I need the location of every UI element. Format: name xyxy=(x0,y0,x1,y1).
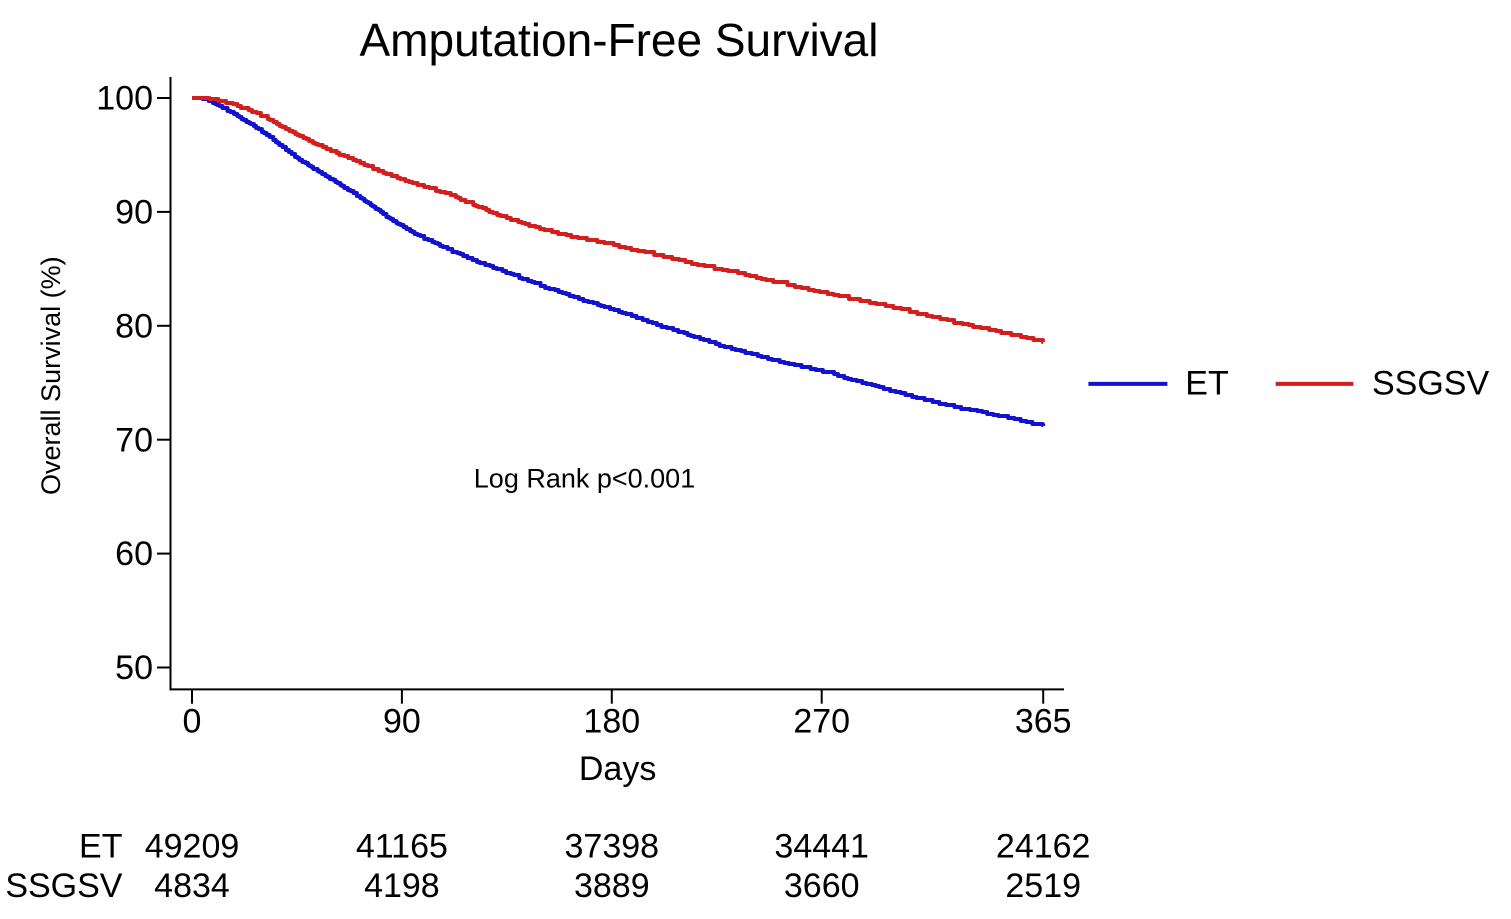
svg-text:4198: 4198 xyxy=(364,867,440,905)
svg-text:0: 0 xyxy=(183,703,202,741)
svg-text:34441: 34441 xyxy=(774,827,869,865)
svg-text:41165: 41165 xyxy=(356,827,448,865)
svg-text:ET: ET xyxy=(1185,365,1228,403)
svg-text:Log Rank p<0.001: Log Rank p<0.001 xyxy=(474,464,695,494)
svg-text:50: 50 xyxy=(115,649,153,687)
svg-text:3660: 3660 xyxy=(784,867,860,905)
svg-text:100: 100 xyxy=(96,80,153,118)
svg-text:SSGSV: SSGSV xyxy=(5,867,122,905)
svg-text:180: 180 xyxy=(583,703,640,741)
svg-text:49209: 49209 xyxy=(145,827,240,865)
svg-text:Overall Survival (%): Overall Survival (%) xyxy=(36,256,66,495)
svg-text:Days: Days xyxy=(579,750,656,788)
svg-text:2519: 2519 xyxy=(1005,867,1081,905)
svg-text:3889: 3889 xyxy=(574,867,650,905)
svg-text:365: 365 xyxy=(1015,703,1072,741)
svg-text:37398: 37398 xyxy=(565,827,660,865)
svg-text:90: 90 xyxy=(383,703,421,741)
svg-text:4834: 4834 xyxy=(154,867,230,905)
svg-text:80: 80 xyxy=(115,307,153,345)
svg-text:ET: ET xyxy=(79,827,122,865)
svg-text:60: 60 xyxy=(115,535,153,573)
svg-text:Amputation-Free Survival: Amputation-Free Survival xyxy=(360,14,879,66)
svg-text:24162: 24162 xyxy=(996,827,1091,865)
svg-text:SSGSV: SSGSV xyxy=(1372,365,1489,403)
svg-text:270: 270 xyxy=(793,703,850,741)
svg-text:90: 90 xyxy=(115,194,153,232)
svg-text:70: 70 xyxy=(115,421,153,459)
